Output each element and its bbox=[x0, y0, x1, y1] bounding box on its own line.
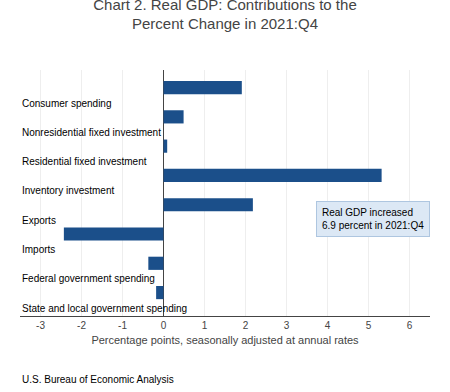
svg-text:Federal government spending: Federal government spending bbox=[22, 273, 155, 284]
svg-text:Exports: Exports bbox=[22, 215, 56, 226]
svg-text:Nonresidential fixed investmen: Nonresidential fixed investment bbox=[22, 127, 161, 138]
svg-text:-2: -2 bbox=[77, 320, 86, 331]
svg-text:-1: -1 bbox=[118, 320, 127, 331]
svg-text:Inventory investment: Inventory investment bbox=[22, 185, 114, 196]
svg-text:U.S. Bureau of Economic Analys: U.S. Bureau of Economic Analysis bbox=[22, 374, 174, 385]
svg-text:6: 6 bbox=[407, 320, 413, 331]
svg-text:3: 3 bbox=[284, 320, 290, 331]
svg-text:1: 1 bbox=[202, 320, 208, 331]
svg-text:Residential fixed investment: Residential fixed investment bbox=[22, 156, 147, 167]
svg-text:2: 2 bbox=[243, 320, 249, 331]
svg-text:Chart 2. Real GDP: Contributio: Chart 2. Real GDP: Contributions to theP… bbox=[93, 0, 356, 32]
svg-text:4: 4 bbox=[325, 320, 331, 331]
svg-text:5: 5 bbox=[366, 320, 372, 331]
svg-text:State and local government spe: State and local government spending bbox=[22, 303, 187, 314]
svg-text:Imports: Imports bbox=[22, 244, 55, 255]
svg-text:Percentage points, seasonally: Percentage points, seasonally adjusted a… bbox=[91, 334, 359, 346]
svg-text:Consumer spending: Consumer spending bbox=[22, 98, 112, 109]
svg-text:0: 0 bbox=[161, 320, 167, 331]
svg-text:Real GDP increased6.9 percent: Real GDP increased6.9 percent in 2021:Q4 bbox=[322, 207, 424, 231]
svg-text:-3: -3 bbox=[36, 320, 45, 331]
